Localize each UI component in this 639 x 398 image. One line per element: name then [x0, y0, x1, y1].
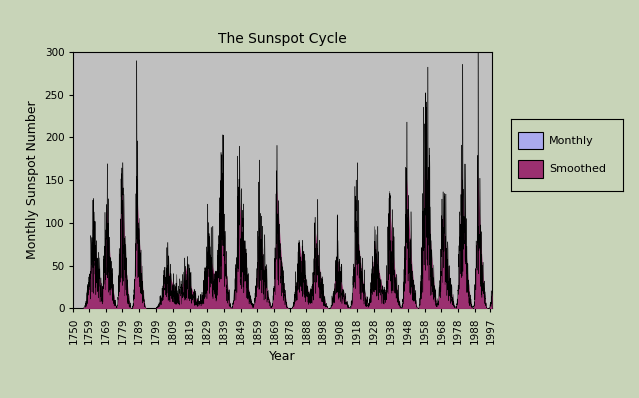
- Bar: [518, 132, 543, 150]
- Text: Smoothed: Smoothed: [550, 164, 606, 174]
- Y-axis label: Monthly Sunspot Number: Monthly Sunspot Number: [26, 101, 39, 259]
- X-axis label: Year: Year: [270, 349, 296, 363]
- Bar: [518, 160, 543, 178]
- Text: Monthly: Monthly: [550, 136, 594, 146]
- Title: The Sunspot Cycle: The Sunspot Cycle: [219, 32, 347, 47]
